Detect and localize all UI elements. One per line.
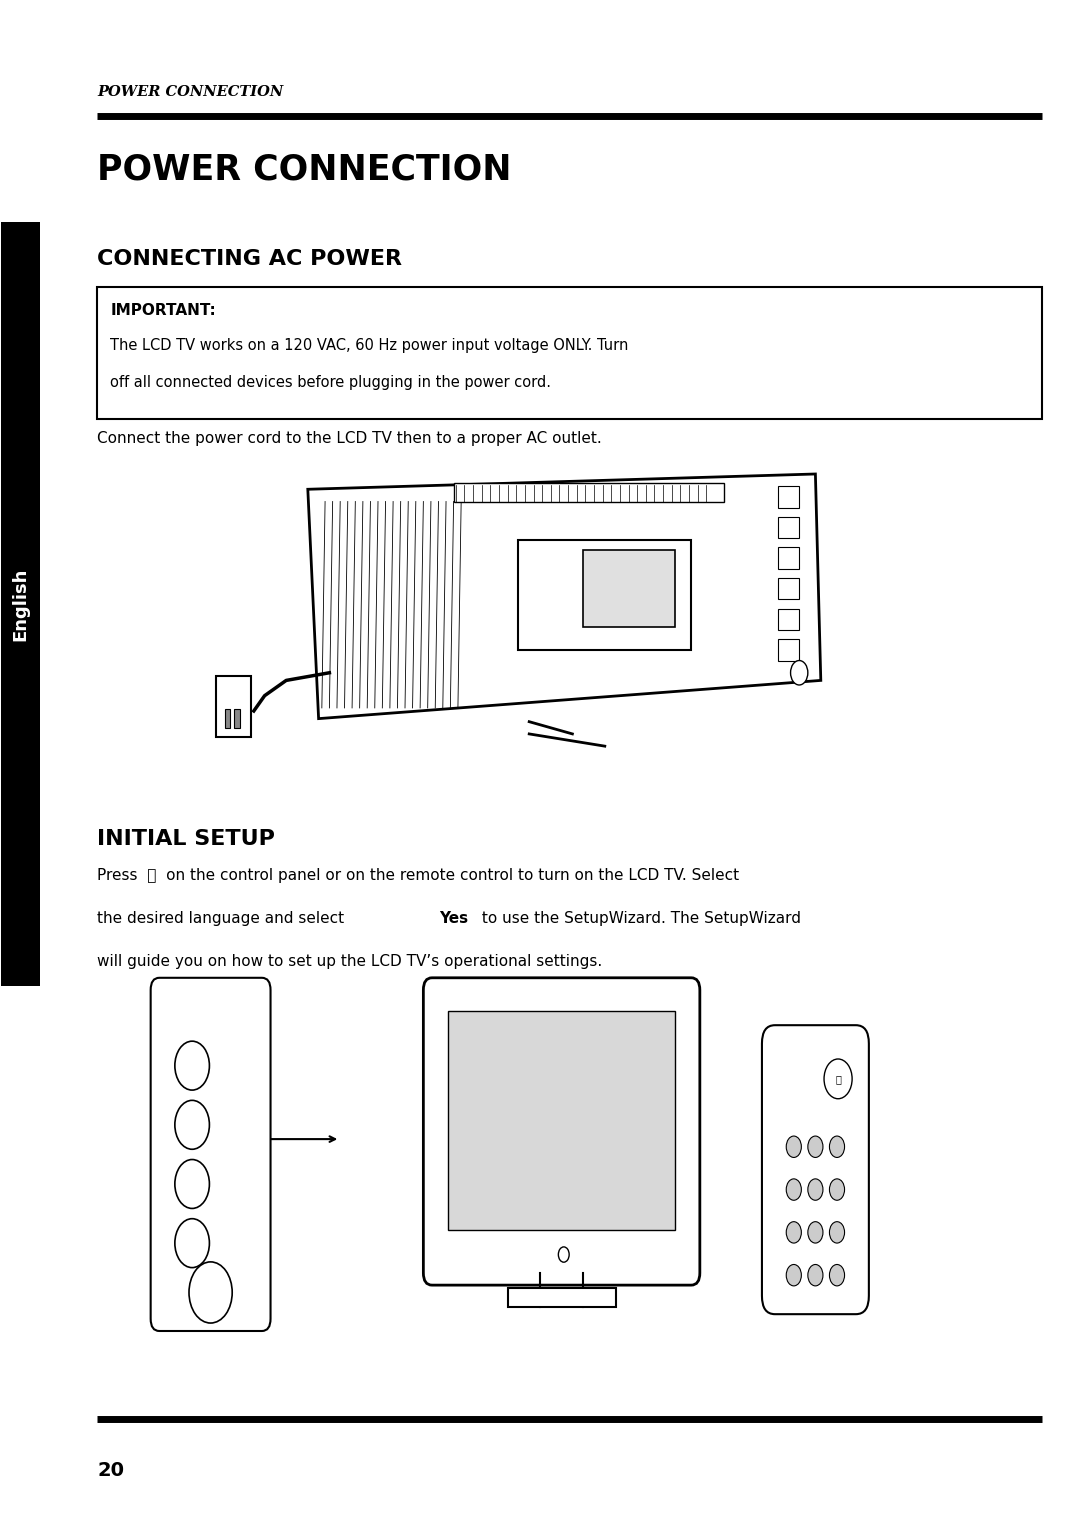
Circle shape	[808, 1222, 823, 1243]
Text: the desired language and select: the desired language and select	[97, 911, 349, 927]
Text: The LCD TV works on a 120 VAC, 60 Hz power input voltage ONLY. Turn: The LCD TV works on a 120 VAC, 60 Hz pow…	[110, 338, 629, 353]
Circle shape	[829, 1179, 845, 1200]
FancyBboxPatch shape	[762, 1026, 868, 1315]
Circle shape	[808, 1264, 823, 1286]
Polygon shape	[308, 474, 821, 719]
Circle shape	[791, 661, 808, 685]
Circle shape	[786, 1264, 801, 1286]
Circle shape	[175, 1219, 210, 1268]
Text: Volume: Volume	[216, 1122, 242, 1128]
Text: INITIAL SETUP: INITIAL SETUP	[97, 829, 275, 849]
Circle shape	[558, 1248, 569, 1261]
Bar	[234, 709, 240, 728]
Text: Channel: Channel	[216, 1180, 245, 1187]
Text: ⏻: ⏻	[835, 1073, 841, 1084]
Circle shape	[189, 1261, 232, 1323]
Circle shape	[829, 1222, 845, 1243]
Bar	[1, 222, 40, 986]
Circle shape	[786, 1222, 801, 1243]
Bar	[778, 609, 799, 630]
Bar	[778, 486, 799, 508]
Text: CONNECTING AC POWER: CONNECTING AC POWER	[97, 249, 402, 269]
Circle shape	[175, 1041, 210, 1090]
Bar	[778, 578, 799, 599]
Bar	[583, 550, 675, 627]
Text: Press  ⏻  on the control panel or on the remote control to turn on the LCD TV. S: Press ⏻ on the control panel or on the r…	[97, 868, 740, 884]
Bar	[448, 1012, 675, 1229]
Text: to use the SetupWizard. The SetupWizard: to use the SetupWizard. The SetupWizard	[477, 911, 801, 927]
Text: English: English	[12, 567, 29, 641]
Bar	[216, 676, 251, 737]
Text: Menu: Menu	[216, 1063, 235, 1069]
Text: Connect the power cord to the LCD TV then to a proper AC outlet.: Connect the power cord to the LCD TV the…	[97, 431, 602, 446]
FancyBboxPatch shape	[151, 979, 271, 1330]
Circle shape	[175, 1159, 210, 1208]
Bar	[508, 1287, 616, 1306]
FancyBboxPatch shape	[423, 979, 700, 1284]
FancyBboxPatch shape	[97, 287, 1042, 419]
Bar	[518, 540, 691, 650]
Bar	[225, 709, 230, 728]
Text: POWER CONNECTION: POWER CONNECTION	[97, 86, 283, 99]
Circle shape	[829, 1136, 845, 1157]
Circle shape	[824, 1060, 852, 1099]
Circle shape	[829, 1264, 845, 1286]
Text: will guide you on how to set up the LCD TV’s operational settings.: will guide you on how to set up the LCD …	[97, 954, 603, 969]
Bar	[454, 483, 724, 502]
Text: POWER CONNECTION: POWER CONNECTION	[97, 153, 512, 187]
Text: Yes: Yes	[440, 911, 469, 927]
Circle shape	[175, 1101, 210, 1150]
Text: IMPORTANT:: IMPORTANT:	[110, 303, 216, 318]
Text: 20: 20	[97, 1462, 124, 1480]
Circle shape	[786, 1179, 801, 1200]
Circle shape	[808, 1136, 823, 1157]
Text: Source: Source	[216, 1240, 240, 1246]
Text: Power: Power	[201, 1306, 220, 1310]
Text: off all connected devices before plugging in the power cord.: off all connected devices before pluggin…	[110, 375, 551, 390]
Circle shape	[808, 1179, 823, 1200]
Circle shape	[786, 1136, 801, 1157]
Bar	[778, 639, 799, 661]
Bar	[778, 547, 799, 569]
Bar	[778, 517, 799, 538]
